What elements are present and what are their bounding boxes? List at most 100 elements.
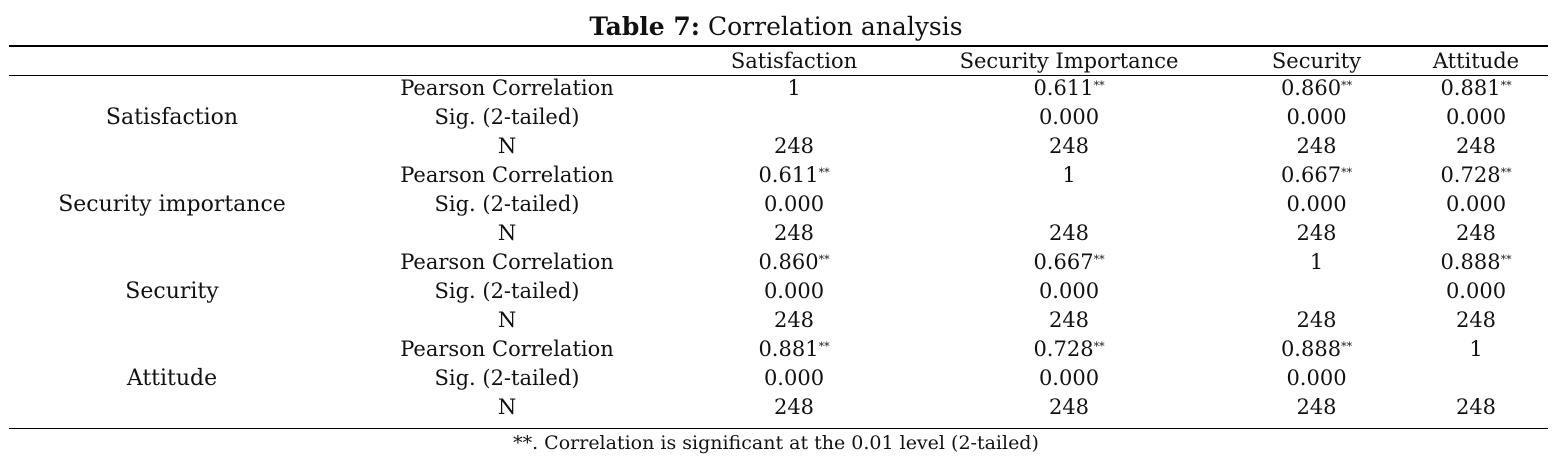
- significance-mark: **: [1500, 165, 1512, 179]
- significance-mark: **: [818, 165, 830, 179]
- significance-mark: **: [1341, 339, 1353, 353]
- correlation-value: 0.611: [758, 163, 819, 187]
- table-cell: 0.860**: [679, 248, 909, 277]
- table-cell: 0.728**: [909, 335, 1229, 364]
- table-cell: 248: [1296, 395, 1337, 419]
- variable-label: Attitude: [126, 366, 218, 391]
- table-cell: 1: [679, 74, 909, 103]
- table-row: N 248 248 248 248: [9, 219, 1548, 248]
- correlation-value: 0.611: [1033, 76, 1094, 100]
- significance-mark: **: [1093, 339, 1105, 353]
- correlation-table: Satisfaction Security Importance Securit…: [9, 48, 1548, 422]
- table-cell: 1: [1404, 335, 1548, 364]
- table-cell: 248: [1455, 395, 1497, 419]
- table-cell: 0.888**: [1404, 248, 1548, 277]
- table-cell: 248: [1048, 134, 1090, 158]
- table-cell: 248: [1296, 134, 1337, 158]
- table-cell: 0.000: [1445, 279, 1507, 303]
- statistic-label: Sig. (2-tailed): [434, 105, 580, 129]
- table-row: N 248 248 248 248: [9, 132, 1548, 161]
- correlation-value: 1: [787, 76, 801, 100]
- table-cell: 0.611**: [679, 161, 909, 190]
- table-cell: 0.881**: [1404, 74, 1548, 103]
- statistic-label: Pearson Correlation: [400, 76, 614, 100]
- correlation-value: 0.888: [1440, 250, 1501, 274]
- significance-mark: **: [818, 252, 830, 266]
- table-cell: 0.000: [1038, 366, 1100, 390]
- table-cell: 248: [773, 308, 815, 332]
- variable-label: Security: [125, 279, 219, 304]
- table-row: Sig. (2-tailed) 0.000 0.000 0.000: [9, 190, 1548, 219]
- table-cell: [1229, 277, 1404, 306]
- header-row: Satisfaction Security Importance Securit…: [9, 48, 1548, 74]
- table-cell: 248: [1455, 308, 1497, 332]
- correlation-value: 0.860: [1280, 76, 1342, 100]
- column-header: Security Importance: [959, 49, 1179, 73]
- column-header: Security: [1271, 49, 1362, 73]
- correlation-value: 1: [1062, 163, 1076, 187]
- table-cell: 0.000: [763, 192, 825, 216]
- table-cell: 0.728**: [1404, 161, 1548, 190]
- table-row: Satisfaction Pearson Correlation 1 0.611** 0…: [9, 74, 1548, 130]
- table-row: Attitude Pearson Correlation 0.881** 0.728*…: [9, 335, 1548, 391]
- table-caption-text: Correlation analysis: [707, 12, 963, 41]
- table-cell: 248: [1296, 221, 1337, 245]
- correlation-value: 0.728: [1033, 337, 1094, 361]
- statistic-label: Sig. (2-tailed): [434, 279, 580, 303]
- table-body: Satisfaction Pearson Correlation 1 0.611** 0…: [9, 74, 1548, 422]
- table-cell: 0.667**: [909, 248, 1229, 277]
- header-rule: [9, 75, 1548, 76]
- table-cell: 0.611**: [909, 74, 1229, 103]
- table-row: Sig. (2-tailed) 0.000 0.000 0.000: [9, 364, 1548, 393]
- significance-mark: **: [1341, 78, 1353, 92]
- table-cell: 248: [773, 395, 815, 419]
- significance-mark: **: [1500, 252, 1512, 266]
- statistic-label: N: [497, 221, 517, 245]
- table-cell: 0.000: [1038, 105, 1100, 129]
- table-cell: 0.000: [763, 279, 825, 303]
- top-rule: [9, 45, 1548, 47]
- table-cell: [679, 103, 909, 132]
- table-cell: 248: [773, 134, 815, 158]
- table-cell: 0.888**: [1229, 335, 1404, 364]
- significance-mark: **: [1093, 78, 1105, 92]
- table-row: Sig. (2-tailed) 0.000 0.000 0.000: [9, 103, 1548, 132]
- table-row: N 248 248 248 248: [9, 393, 1548, 422]
- statistic-label: N: [497, 134, 517, 158]
- correlation-value: 0.888: [1280, 337, 1342, 361]
- table-cell: 248: [1296, 308, 1337, 332]
- statistic-label: Sig. (2-tailed): [434, 366, 580, 390]
- table-cell: 248: [773, 221, 815, 245]
- statistic-label: Pearson Correlation: [400, 337, 614, 361]
- correlation-value: 0.881: [1440, 76, 1501, 100]
- variable-label: Security importance: [58, 192, 286, 217]
- table-cell: 1: [1229, 248, 1404, 277]
- significance-mark: **: [1500, 78, 1512, 92]
- statistic-label: N: [497, 308, 517, 332]
- table-cell: [1404, 364, 1548, 393]
- statistic-label: Pearson Correlation: [400, 250, 614, 274]
- header-empty-statistic: [335, 48, 679, 74]
- table-cell: 0.000: [1286, 366, 1347, 390]
- table-cell: 0.881**: [679, 335, 909, 364]
- table-row: Sig. (2-tailed) 0.000 0.000 0.000: [9, 277, 1548, 306]
- correlation-value: 0.860: [758, 250, 819, 274]
- correlation-value: 0.667: [1280, 163, 1342, 187]
- significance-mark: **: [1093, 252, 1105, 266]
- table-row: N 248 248 248 248: [9, 306, 1548, 335]
- table-cell: 1: [909, 161, 1229, 190]
- table-cell: 0.000: [1286, 192, 1347, 216]
- table-cell: 248: [1048, 308, 1090, 332]
- table-cell: 248: [1048, 221, 1090, 245]
- header-empty-variable: [9, 48, 335, 74]
- table-cell: 0.860**: [1229, 74, 1404, 103]
- table-row: Security Pearson Correlation 0.860** 0.667*…: [9, 248, 1548, 304]
- table-caption-label: Table 7:: [589, 12, 701, 41]
- table-cell: 248: [1048, 395, 1090, 419]
- table-caption: Table 7: Correlation analysis: [0, 8, 1552, 46]
- table-cell: 0.000: [1445, 192, 1507, 216]
- correlation-value: 1: [1309, 250, 1324, 274]
- table-cell: 248: [1455, 221, 1497, 245]
- correlation-value: 0.881: [758, 337, 819, 361]
- significance-mark: **: [1341, 165, 1353, 179]
